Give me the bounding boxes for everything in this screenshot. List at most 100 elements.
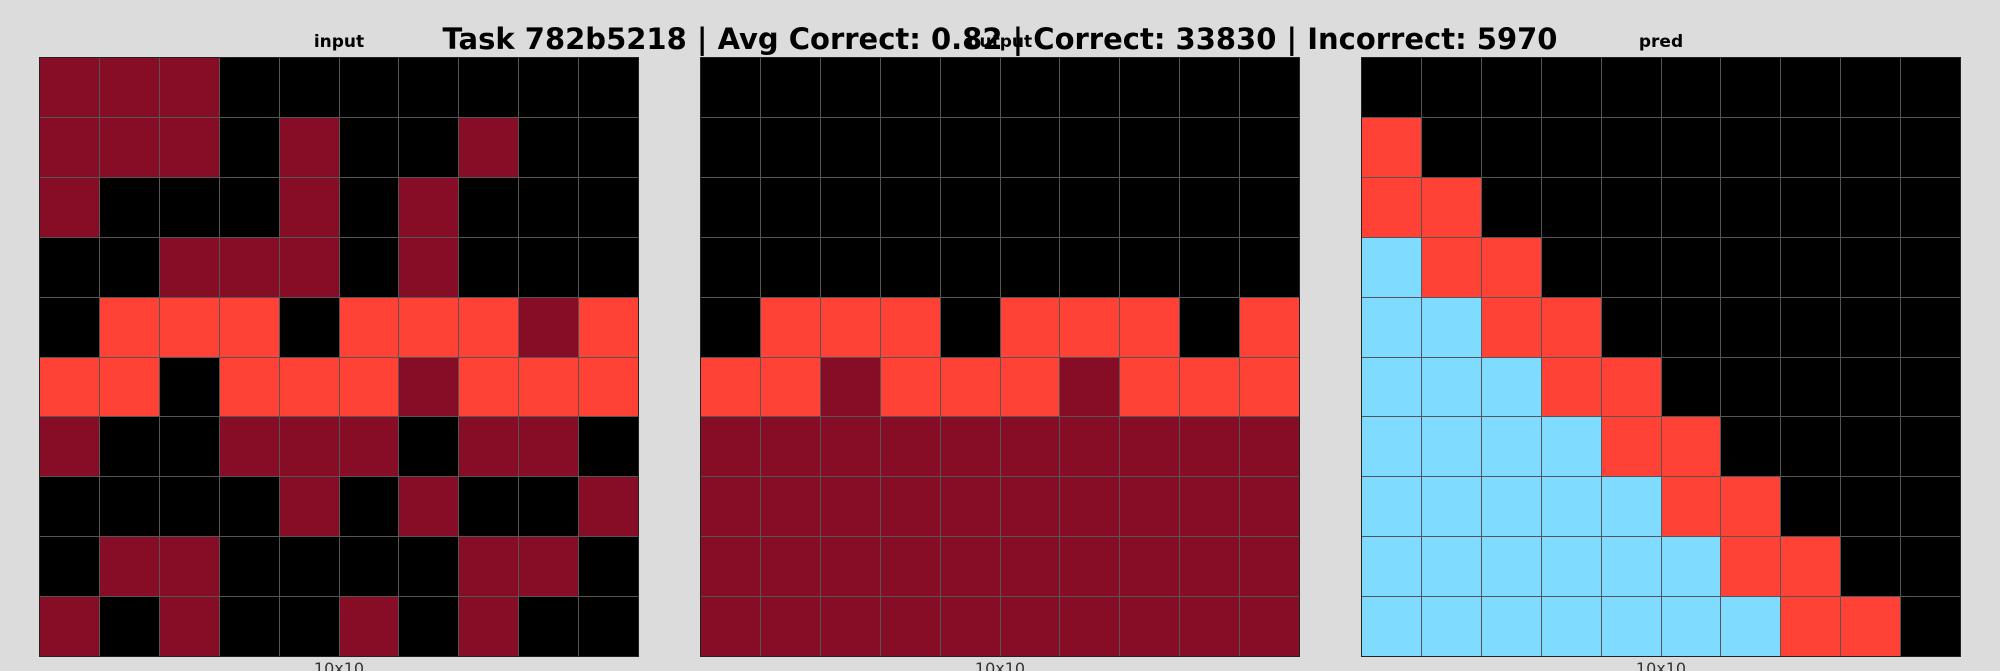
grid-cell xyxy=(1060,417,1120,477)
grid-cell xyxy=(1000,477,1060,537)
grid-cell xyxy=(99,58,159,117)
grid-cell xyxy=(1541,58,1601,117)
grid-cell xyxy=(339,117,399,177)
grid-cell xyxy=(1901,357,1960,417)
grid-cell xyxy=(940,537,1000,597)
grid-cell xyxy=(99,417,159,477)
grid-cell xyxy=(1240,357,1299,417)
grid-cell xyxy=(1541,297,1601,357)
grid-cell xyxy=(1421,237,1481,297)
grid-cell xyxy=(459,297,519,357)
grid-cell xyxy=(459,417,519,477)
grid-cell xyxy=(1841,357,1901,417)
grid-cell xyxy=(40,177,99,237)
grid-cell xyxy=(880,117,940,177)
grid-cell xyxy=(519,297,579,357)
grid-cell xyxy=(459,357,519,417)
grid-cell xyxy=(1240,58,1299,117)
grid-cell xyxy=(40,58,99,117)
grid-cell xyxy=(880,597,940,656)
grid-cell xyxy=(701,237,760,297)
grid-cell xyxy=(1541,477,1601,537)
grid-cell xyxy=(339,417,399,477)
grid-cell xyxy=(1601,357,1661,417)
grid-cell xyxy=(339,357,399,417)
grid-cell xyxy=(1841,117,1901,177)
grid-cell xyxy=(1240,417,1299,477)
grid-cell xyxy=(760,597,820,656)
grid-cell xyxy=(820,177,880,237)
grid-cell xyxy=(99,597,159,656)
grid-cell xyxy=(701,417,760,477)
grid-size-label: 10x10 xyxy=(1635,659,1687,671)
grid-cell xyxy=(880,237,940,297)
grid-cell xyxy=(579,177,638,237)
grid-cell xyxy=(880,537,940,597)
grid-cell xyxy=(40,417,99,477)
grid-cell xyxy=(1541,237,1601,297)
grid-cell xyxy=(1240,177,1299,237)
grid-cell xyxy=(1661,58,1721,117)
grid-cell xyxy=(1721,117,1781,177)
grid-cell xyxy=(1000,597,1060,656)
grid-cell xyxy=(1661,477,1721,537)
grid-cell xyxy=(519,597,579,656)
grid-cell xyxy=(1000,177,1060,237)
grid-cell xyxy=(159,357,219,417)
grid-cell xyxy=(880,357,940,417)
grid-cell xyxy=(1060,177,1120,237)
grid-cell xyxy=(1841,597,1901,656)
panel-title: output xyxy=(967,32,1033,52)
grid-cell xyxy=(579,477,638,537)
grid-cell xyxy=(820,297,880,357)
grid-cell xyxy=(279,357,339,417)
grid-cell xyxy=(1661,177,1721,237)
grid-cell xyxy=(519,477,579,537)
grid-cell xyxy=(1781,357,1841,417)
grid-cell xyxy=(760,237,820,297)
grid-cell xyxy=(399,177,459,237)
grid-cell xyxy=(1601,237,1661,297)
grid-cell xyxy=(159,417,219,477)
grid-cell xyxy=(579,597,638,656)
grid-cell xyxy=(519,117,579,177)
grid-size-label: 10x10 xyxy=(313,659,365,671)
grid-cell xyxy=(1120,117,1180,177)
grid-cell xyxy=(1481,297,1541,357)
grid-cell xyxy=(159,237,219,297)
grid-cell xyxy=(1601,417,1661,477)
grid-cell xyxy=(1120,357,1180,417)
grid-cell xyxy=(760,417,820,477)
grid-cell xyxy=(1781,58,1841,117)
grid-cell xyxy=(1180,477,1240,537)
grid-cell xyxy=(940,477,1000,537)
grid-cell xyxy=(1841,477,1901,537)
grid-cell xyxy=(1601,537,1661,597)
grid-cell xyxy=(219,477,279,537)
grid-cell xyxy=(1060,597,1120,656)
grid-cell xyxy=(399,477,459,537)
grid-cell xyxy=(1421,58,1481,117)
grid-cell xyxy=(339,297,399,357)
grid-cell xyxy=(760,297,820,357)
grid-cell xyxy=(1120,237,1180,297)
grid-cell xyxy=(1601,58,1661,117)
grid-cell xyxy=(219,58,279,117)
grid-cell xyxy=(1060,477,1120,537)
grid-cell xyxy=(1421,597,1481,656)
grid-cell xyxy=(1362,117,1421,177)
grid-cell xyxy=(279,537,339,597)
grid-cell xyxy=(1060,537,1120,597)
grid-cell xyxy=(339,597,399,656)
grid-cell xyxy=(1661,297,1721,357)
panel-input: input 10x10 xyxy=(39,0,639,671)
grid-cell xyxy=(940,417,1000,477)
grid-cell xyxy=(459,177,519,237)
grid-cell xyxy=(579,237,638,297)
grid-cell xyxy=(1481,117,1541,177)
grid-cell xyxy=(701,357,760,417)
grid-cell xyxy=(579,357,638,417)
grid-cell xyxy=(1601,297,1661,357)
grid-cell xyxy=(820,477,880,537)
grid-cell xyxy=(1481,477,1541,537)
